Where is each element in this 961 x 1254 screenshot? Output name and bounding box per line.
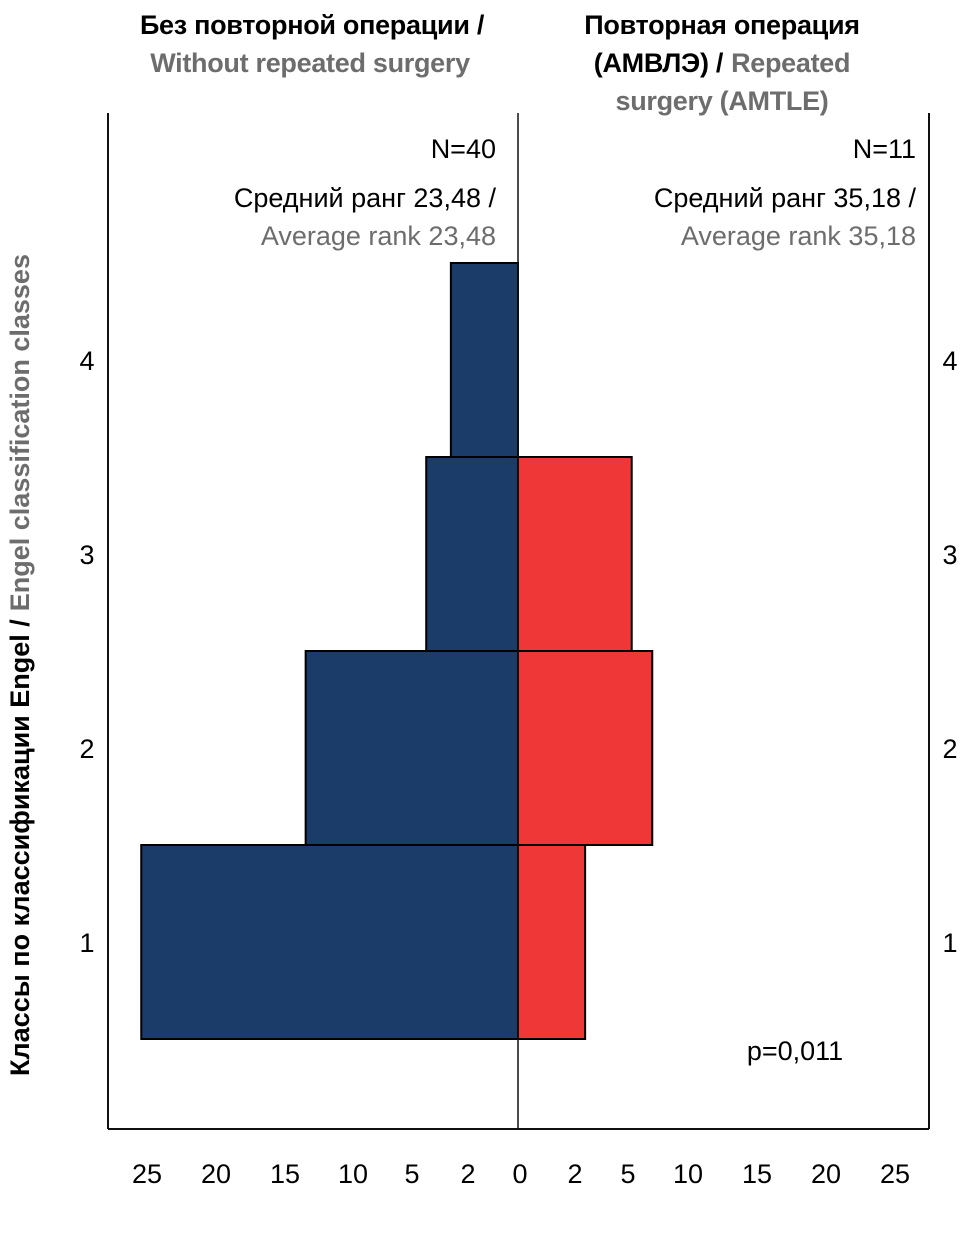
y-axis-label-en: Engel classification classes — [5, 254, 35, 611]
p-value-annotation: p=0,011 — [747, 1036, 843, 1066]
bar-left-class-2 — [304, 650, 519, 846]
right-title-line2: (АМВЛЭ) / Repeated — [594, 48, 850, 78]
x-tick-right-25: 25 — [880, 1159, 910, 1189]
y-tick-left-2: 2 — [79, 734, 94, 764]
x-tick-right-5: 5 — [620, 1159, 635, 1189]
bar-left-class-1 — [140, 844, 519, 1040]
y-tick-right-3: 3 — [942, 540, 957, 570]
left-rank-ru: Средний ранг 23,48 / — [234, 183, 497, 213]
bar-right-class-1 — [517, 844, 587, 1040]
x-tick-left-20: 20 — [201, 1159, 231, 1189]
x-tick-right-10: 10 — [673, 1159, 703, 1189]
ticks-group: 25 20 15 10 5 2 0 2 5 10 15 20 251 12 23 34 4 — [79, 346, 957, 1189]
bar-left-class-4 — [449, 262, 519, 458]
x-tick-left-15: 15 — [270, 1159, 300, 1189]
y-tick-right-1: 1 — [942, 928, 957, 958]
bars-group — [140, 262, 654, 1040]
right-title-ru-2: (АМВЛЭ) / — [594, 48, 724, 78]
x-tick-left-10: 10 — [338, 1159, 368, 1189]
x-tick-left-5: 5 — [404, 1159, 419, 1189]
x-tick-left-0: 0 — [512, 1159, 527, 1189]
right-title-ru: Повторная операция — [584, 10, 859, 40]
x-tick-left-25: 25 — [132, 1159, 162, 1189]
left-n-label: N=40 — [431, 134, 496, 164]
right-rank-ru: Средний ранг 35,18 / — [654, 183, 917, 213]
left-title-ru: Без повторной операции / — [140, 10, 485, 40]
x-tick-left-2: 2 — [460, 1159, 475, 1189]
axes-group — [107, 113, 930, 1130]
y-axis-label: Классы по классификации Engel / Engel cla… — [5, 254, 35, 1076]
y-tick-right-2: 2 — [942, 734, 957, 764]
left-rank-en: Average rank 23,48 — [261, 221, 496, 251]
right-rank-en: Average rank 35,18 — [681, 221, 916, 251]
x-tick-right-15: 15 — [742, 1159, 772, 1189]
bar-left-class-3 — [425, 456, 519, 652]
left-title-en: Without repeated surgery — [150, 48, 470, 78]
y-tick-left-1: 1 — [79, 928, 94, 958]
right-title-en: Repeated — [731, 48, 850, 78]
x-tick-right-2: 2 — [567, 1159, 582, 1189]
x-tick-right-20: 20 — [811, 1159, 841, 1189]
right-title-en-2: surgery (AMTLE) — [615, 86, 828, 116]
right-n-label: N=11 — [853, 134, 916, 164]
y-tick-left-3: 3 — [79, 540, 94, 570]
y-tick-left-4: 4 — [79, 346, 94, 376]
y-tick-right-4: 4 — [942, 346, 957, 376]
bar-right-class-3 — [517, 456, 633, 652]
bar-right-class-2 — [517, 650, 654, 846]
y-axis-label-ru: Классы по классификации Engel / — [5, 619, 35, 1076]
